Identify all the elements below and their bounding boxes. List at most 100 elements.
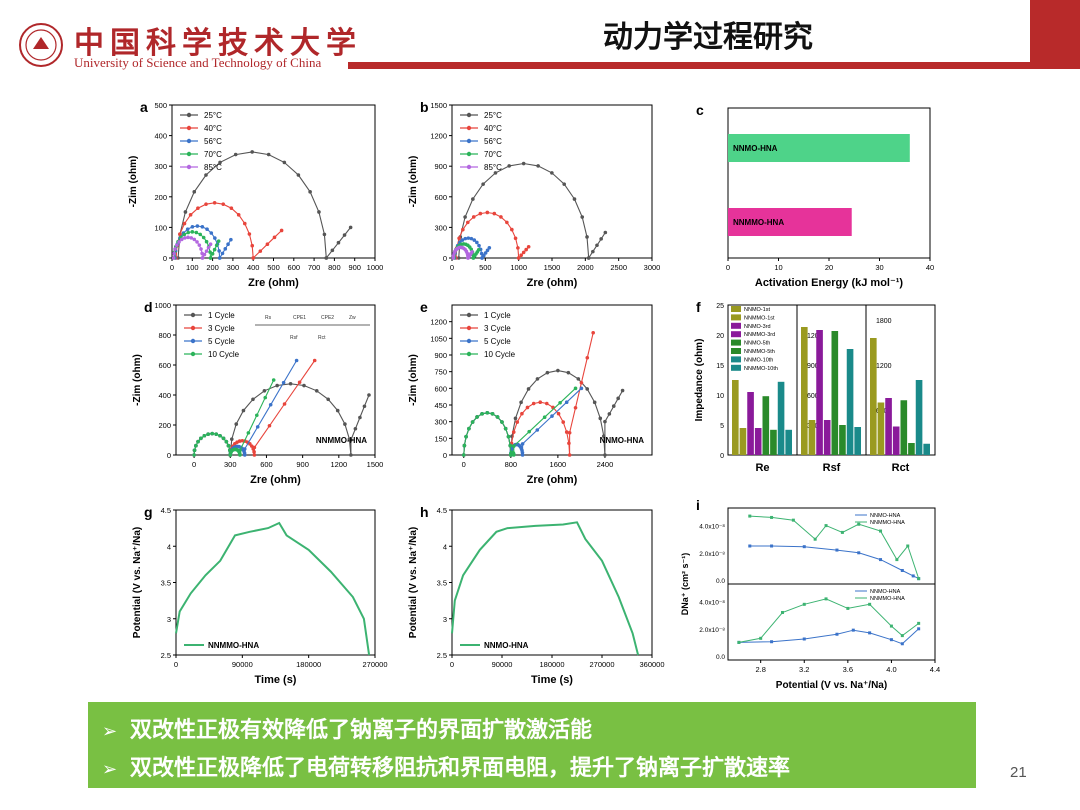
y-tick-label: 4 — [167, 542, 171, 551]
data-point — [466, 236, 471, 240]
legend-marker — [466, 125, 472, 131]
data-point — [802, 637, 806, 641]
data-point — [524, 247, 528, 252]
data-point — [252, 453, 257, 457]
legend-label: 10 Cycle — [208, 350, 240, 359]
data-point — [545, 370, 550, 375]
group-label: Rsf — [823, 462, 841, 474]
data-point — [550, 414, 554, 418]
data-point — [317, 210, 321, 214]
legend-label: 1 Cycle — [484, 311, 511, 320]
legend-swatch — [731, 306, 741, 312]
data-point — [367, 393, 371, 397]
y-axis-label: Impedance (ohm) — [694, 339, 705, 422]
data-point — [564, 400, 569, 405]
data-point — [824, 524, 828, 528]
legend-label: 25°C — [204, 111, 222, 120]
y-tick-label: 300 — [434, 223, 447, 232]
series-line — [738, 598, 919, 643]
y-tick-label: 600 — [158, 361, 171, 370]
bar — [900, 400, 908, 455]
data-point — [616, 396, 620, 401]
circuit-label: Rsf — [290, 335, 298, 341]
data-point — [464, 434, 468, 439]
bar — [854, 427, 861, 455]
data-point — [462, 443, 467, 448]
y-tick-label: 0 — [443, 451, 447, 460]
data-point — [868, 631, 872, 635]
data-point — [737, 640, 741, 644]
y-tick-label: 750 — [434, 368, 447, 377]
x-tick-label: 0 — [170, 263, 174, 272]
data-point — [262, 389, 267, 393]
data-point — [188, 213, 193, 217]
data-point — [465, 220, 470, 225]
x-tick-label: 500 — [479, 263, 492, 272]
data-point — [592, 400, 597, 405]
legend-label: 10 Cycle — [484, 350, 516, 359]
legend-marker — [190, 338, 196, 344]
data-point — [349, 453, 353, 457]
data-point — [748, 544, 752, 548]
data-point — [493, 171, 498, 175]
data-point — [599, 237, 603, 241]
data-point — [511, 444, 516, 448]
y-tick-label: 4 — [443, 542, 447, 551]
x-tick-label: 600 — [260, 460, 273, 469]
data-point — [229, 237, 233, 242]
legend-label: 56°C — [204, 137, 222, 146]
data-point — [508, 443, 513, 448]
data-point — [294, 358, 299, 363]
data-point — [579, 380, 584, 385]
x-axis-label: Activation Energy (kJ mol⁻¹) — [755, 277, 904, 289]
axes-frame-b — [451, 104, 653, 259]
data-point — [519, 253, 523, 257]
bar — [870, 338, 877, 455]
data-point — [178, 232, 182, 236]
x-tick-label: 800 — [328, 263, 341, 272]
data-point — [485, 210, 490, 215]
data-point — [282, 160, 287, 165]
x-tick-label: 1000 — [510, 263, 527, 272]
x-tick-label: 90000 — [232, 660, 253, 669]
y-tick-label: 300 — [154, 162, 167, 171]
data-point — [770, 544, 774, 548]
data-point — [456, 256, 461, 260]
data-point — [461, 453, 466, 457]
x-tick-label: 3000 — [644, 263, 661, 272]
data-point — [515, 420, 520, 424]
subaxis-frame — [727, 583, 936, 661]
data-point — [209, 231, 214, 235]
data-point — [353, 426, 358, 431]
data-point — [218, 160, 222, 165]
data-point — [511, 430, 516, 434]
data-point — [879, 529, 883, 533]
data-point — [240, 438, 245, 443]
legend-marker — [190, 312, 196, 318]
data-point — [879, 558, 883, 562]
legend-swatch — [731, 364, 741, 371]
data-point — [271, 378, 276, 382]
y-tick-label: 800 — [158, 331, 171, 340]
data-point — [358, 415, 362, 420]
data-point — [221, 436, 226, 441]
bar — [923, 443, 930, 455]
legend-marker — [466, 325, 472, 331]
bar-NNMO-HNA — [728, 134, 910, 162]
data-point — [505, 220, 509, 225]
data-point — [481, 182, 485, 186]
y-tick-label: 600 — [434, 384, 447, 393]
legend-swatch — [731, 314, 741, 321]
panel-label-d: d — [144, 299, 153, 315]
bar — [915, 380, 923, 455]
data-point — [521, 250, 526, 255]
data-point — [208, 242, 213, 247]
y-tick-label: 0 — [443, 254, 447, 263]
x-tick-label: 180000 — [539, 660, 564, 669]
data-point — [297, 380, 302, 385]
data-point — [314, 389, 319, 393]
bar — [816, 330, 823, 455]
y-axis-label: -Zim (ohm) — [132, 354, 143, 406]
x-tick-label: 3.6 — [843, 665, 853, 674]
y-tick-label: 150 — [434, 434, 447, 443]
